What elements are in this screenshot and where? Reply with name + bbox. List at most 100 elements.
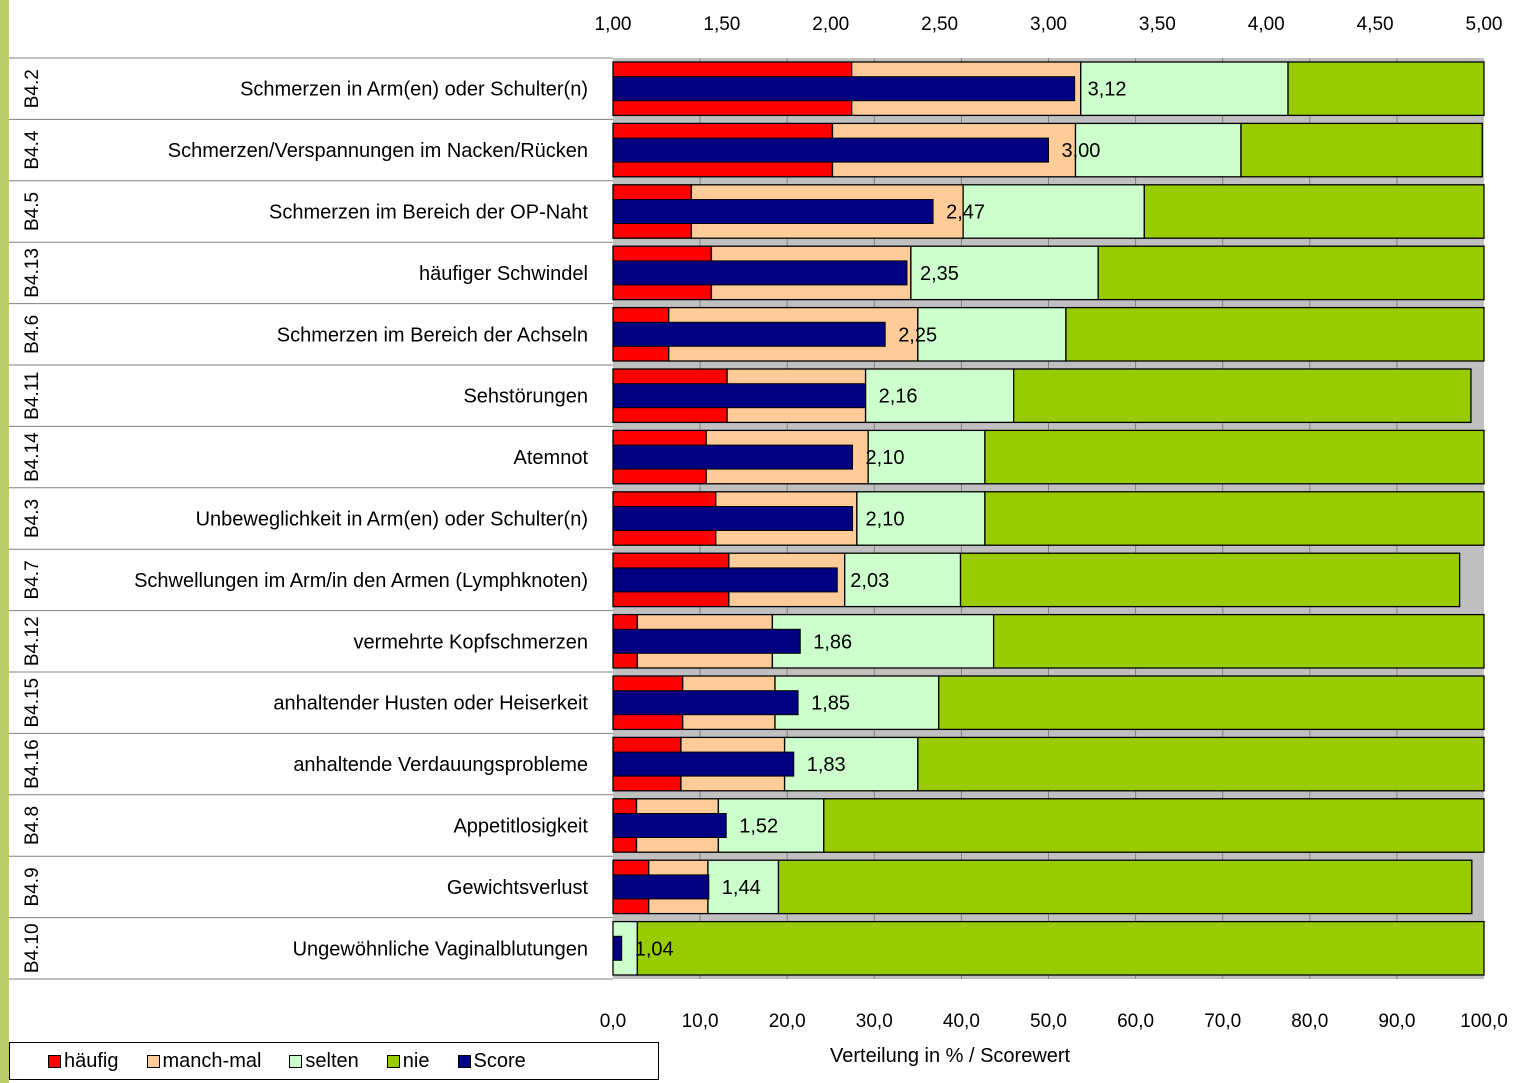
category-label: Unbeweglichkeit in Arm(en) oder Schulter… [196,509,588,531]
legend-swatch-selten [289,1054,303,1068]
category-label: Sehstörungen [463,386,588,408]
bar-selten [864,368,1015,424]
top-axis-ticks: 1,00 1,50 2,00 2,50 3,00 3,50 4,00 4,50 5,00 [595,14,1503,35]
score-label: 1,86 [813,631,852,653]
top-tick-label: 5,00 [1466,14,1503,35]
bar-score [612,137,1049,163]
top-tick-label: 2,00 [812,14,849,35]
bar-selten [612,920,639,976]
score-label: 1,04 [635,938,674,960]
category-label: Schwellungen im Arm/in den Armen (Lymphk… [134,570,588,592]
category-label: Schmerzen im Bereich der OP-Naht [269,202,588,224]
score-label: 3,00 [1062,140,1101,162]
category-code: B4.5 [22,192,43,231]
bottom-tick-label: 60,0 [1117,1011,1154,1032]
bar-selten [707,859,780,915]
bar-nie [777,859,1473,915]
bar-score [612,383,867,409]
bar-nie [823,798,1485,853]
x-axis-title: Verteilung in % / Scorewert [830,1045,1071,1067]
legend-item-score: Score [457,1049,526,1073]
legend: häufig manch-mal selten nie Score [9,1042,659,1080]
category-code: B4.16 [22,739,43,789]
category-label: Atemnot [514,447,589,469]
bar-score [612,628,801,654]
category-label: vermehrte Kopfschmerzen [353,631,588,653]
bar-nie [1287,61,1485,117]
category-label: anhaltender Husten oder Heiserkeit [273,693,588,715]
legend-label-nie: nie [402,1049,430,1072]
category-code: B4.12 [22,616,43,666]
bars [612,61,1485,976]
row-dividers [9,57,613,980]
category-label: Schmerzen in Arm(en) oder Schulter(n) [240,79,588,101]
score-label: 1,52 [739,816,778,838]
bar-selten [867,429,986,485]
bottom-tick-label: 20,0 [769,1011,806,1032]
bar-score [612,444,854,470]
legend-item-haeufig: häufig [48,1050,119,1073]
bar-score [612,76,1076,102]
bar-selten [774,675,940,731]
category-codes: B4.2 B4.4 B4.5 B4.13 B4.6 B4.11 B4.14 B4.3 B4.7 B… [22,69,43,973]
category-label: häufiger Schwindel [419,263,588,285]
bottom-tick-label: 100,0 [1460,1011,1508,1032]
bottom-tick-label: 0,0 [600,1011,626,1032]
legend-item-nie: nie [386,1049,430,1073]
score-label: 2,25 [898,324,937,346]
bar-nie [959,552,1461,608]
bar-score [612,321,886,347]
top-tick-label: 4,50 [1357,14,1394,35]
bar-selten [1074,122,1242,178]
category-code: B4.7 [22,560,43,599]
bar-nie [1240,122,1483,178]
score-label: 2,03 [850,570,889,592]
top-tick-label: 3,50 [1139,14,1176,35]
bar-selten [856,491,986,546]
legend-label-haeufig: häufig [64,1049,119,1072]
bar-selten [844,552,962,608]
category-label: Schmerzen/Verspannungen im Nacken/Rücken [168,140,588,162]
bar-score [612,260,908,286]
bar-score [612,813,727,838]
legend-swatch-nie [386,1054,400,1068]
top-tick-label: 2,50 [921,14,958,35]
legend-label-score: Score [473,1049,526,1072]
bottom-tick-label: 70,0 [1204,1011,1241,1032]
bar-selten [917,306,1067,362]
top-tick-label: 3,00 [1030,14,1067,35]
stacked-bar-chart: 3,12 3,00 2,47 2,35 2,25 2,16 2,10 2,10 2,03 1,86… [9,14,1508,1032]
bottom-tick-label: 80,0 [1291,1011,1328,1032]
bar-score [612,567,838,593]
bar-selten [962,184,1145,239]
bar-score [612,874,710,900]
score-label: 2,10 [866,447,905,469]
score-label: 2,47 [946,202,985,224]
bar-nie [938,675,1485,731]
category-code: B4.9 [22,867,43,906]
bar-nie [1013,368,1472,424]
score-label: 1,44 [722,877,761,899]
bar-selten [783,736,919,792]
category-code: B4.6 [22,315,43,354]
score-label: 2,35 [920,263,959,285]
bar-nie [992,613,1485,669]
bar-nie [917,736,1485,792]
top-tick-label: 4,00 [1248,14,1285,35]
bar-score [612,690,799,716]
category-label: anhaltende Verdauungsprobleme [293,754,588,776]
bar-selten [910,245,1099,301]
bottom-tick-label: 30,0 [856,1011,893,1032]
category-code: B4.10 [22,923,43,973]
category-code: B4.13 [22,248,43,298]
top-tick-label: 1,50 [703,14,740,35]
bar-selten [771,613,995,669]
legend-item-manchmal: manch-mal [146,1050,261,1073]
category-code: B4.14 [22,432,43,482]
score-label: 2,16 [879,386,918,408]
legend-swatch-haeufig [48,1054,61,1068]
legend-label-selten: selten [305,1049,359,1072]
score-labels: 3,12 3,00 2,47 2,35 2,25 2,16 2,10 2,10 2,03 1,86… [635,79,1127,961]
category-code: B4.4 [22,130,43,170]
category-label: Appetitlosigkeit [453,816,588,838]
